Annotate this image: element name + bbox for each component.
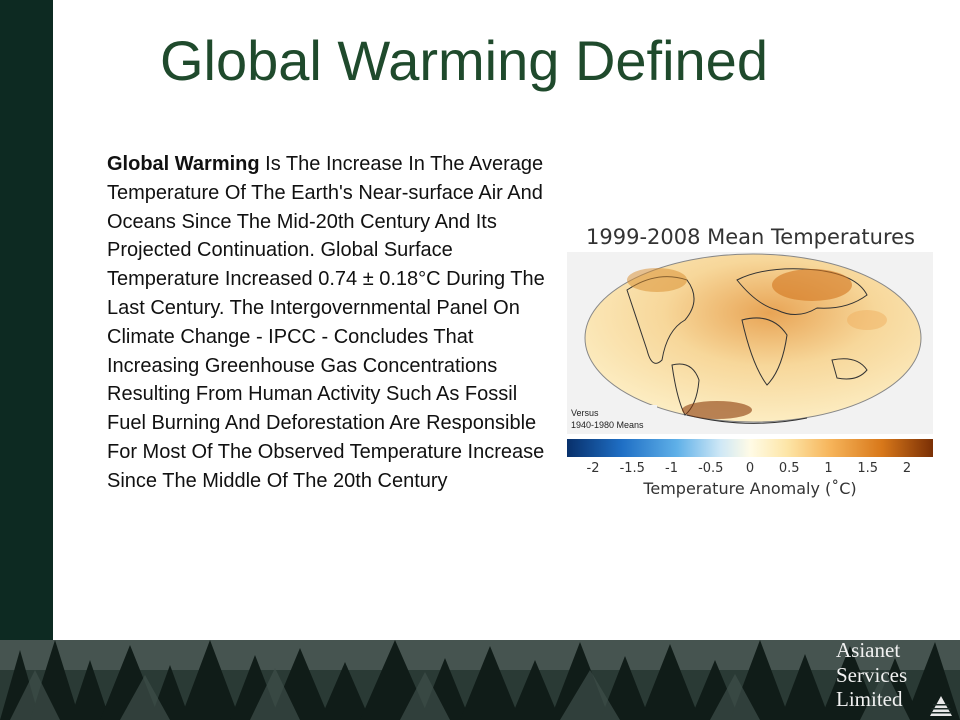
- body-paragraph: Global Warming Is The Increase In The Av…: [107, 150, 547, 496]
- scale-tick-label: -1: [665, 461, 678, 476]
- scale-tick-label: -0.5: [698, 461, 723, 476]
- versus-label-line2: 1940-1980 Means: [571, 420, 644, 430]
- logo-line-1: Asianet: [836, 638, 901, 662]
- figure-title: 1999-2008 Mean Temperatures: [586, 225, 915, 249]
- left-decorative-band: [0, 0, 53, 720]
- scale-tick-label: -1.5: [620, 461, 645, 476]
- slide-title: Global Warming Defined: [160, 29, 768, 92]
- logo-line-2: Services: [836, 662, 908, 687]
- body-paragraph-text: Is The Increase In The Average Temperatu…: [107, 153, 545, 492]
- scale-tick-label: 1: [824, 461, 832, 476]
- pyramid-logo-icon: [930, 696, 952, 716]
- scale-tick-label: 1.5: [857, 461, 878, 476]
- logo-line-3: Limited: [836, 687, 903, 711]
- scale-ticks: -2 -1.5 -1 -0.5 0 0.5 1 1.5 2: [587, 461, 912, 476]
- forest-footer-image: [0, 640, 960, 720]
- scale-tick-label: -2: [587, 461, 600, 476]
- scale-axis-label: Temperature Anomaly (˚C): [642, 479, 856, 498]
- versus-box: [567, 405, 657, 432]
- versus-label-line1: Versus: [571, 408, 599, 418]
- scale-tick-label: 2: [903, 461, 911, 476]
- color-scale-bar: [567, 439, 933, 457]
- map-hot-spots: [627, 268, 887, 419]
- company-logo-text: Asianet Services Limited: [836, 638, 926, 712]
- scale-tick-label: 0: [746, 461, 754, 476]
- scale-tick-label: 0.5: [779, 461, 800, 476]
- body-bold-term: Global Warming: [107, 153, 260, 175]
- temperature-map-graphic: Versus 1940-1980 Means -2 -1.5 -1 -0.5 0 0.5 1…: [567, 252, 933, 498]
